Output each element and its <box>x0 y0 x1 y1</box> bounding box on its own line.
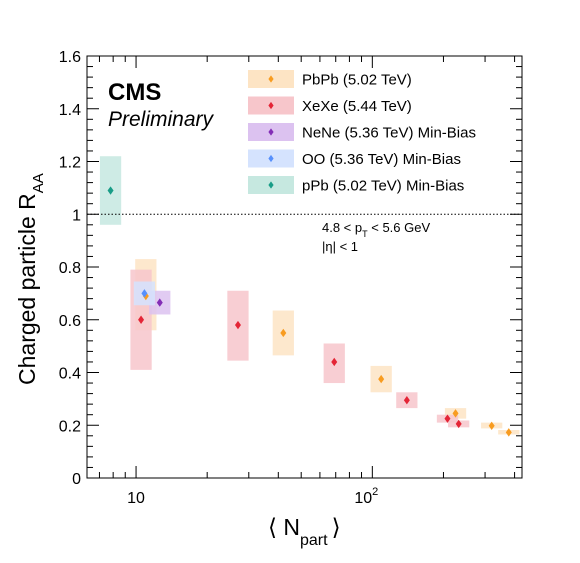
legend-marker-2 <box>268 128 274 136</box>
marker-s1-p0 <box>138 315 145 324</box>
y-axis-title: Charged particle RAA <box>14 173 47 385</box>
x-tick-label-1: 102 <box>354 486 378 507</box>
y-axis-title-main: Charged particle R <box>14 193 40 385</box>
y-tick-label-7: 1.4 <box>59 102 81 119</box>
legend-label-3: OO (5.36 TeV) Min-Bias <box>302 151 461 168</box>
marker-s3-p0 <box>141 289 148 298</box>
legend-label-0: PbPb (5.02 TeV) <box>302 72 412 89</box>
marker-s1-p4 <box>444 414 451 423</box>
tick-labels: 00.20.40.60.811.21.41.610 102 <box>59 49 379 507</box>
pt-annotation-rest: < 5.6 GeV <box>368 220 431 235</box>
x-axis-title-close: ⟩ <box>332 514 341 540</box>
pt-annotation-main: 4.8 < p <box>322 220 362 235</box>
y-tick-label-5: 1 <box>72 207 81 224</box>
marker-s0-p1 <box>280 328 287 338</box>
x-axis-title-sub: part <box>300 532 328 549</box>
marker-s4-p0 <box>107 186 114 195</box>
marker-s0-p2 <box>378 374 385 384</box>
x-axis-title-main: ⟨ N <box>268 514 300 540</box>
legend-label-2: NeNe (5.36 TeV) Min-Bias <box>302 125 476 142</box>
legend-marker-3 <box>268 154 274 163</box>
y-tick-label-8: 1.6 <box>59 49 81 66</box>
y-tick-label-4: 0.8 <box>59 260 81 277</box>
legend-label-4: pPb (5.02 TeV) Min-Bias <box>302 178 464 195</box>
legend-marker-0 <box>268 75 274 83</box>
x-tick-label-base: 10 <box>354 490 372 507</box>
experiment-label: CMS <box>108 79 161 106</box>
pt-annotation-sub: T <box>362 229 368 239</box>
kinematic-annotation-pt: 4.8 < pT < 5.6 GeV <box>322 220 430 239</box>
marker-s1-p5 <box>455 419 462 429</box>
marker-s0-p4 <box>488 421 495 430</box>
legend-marker-4 <box>268 181 274 189</box>
legend-marker-1 <box>268 101 274 110</box>
x-tick-label-exponent: 2 <box>372 486 378 498</box>
y-axis-title-sub: AA <box>30 173 47 193</box>
x-tick-label-base: 10 <box>127 490 145 507</box>
data-markers <box>107 186 512 437</box>
x-tick-label-0: 10 <box>127 490 145 507</box>
legend-label-1: XeXe (5.44 TeV) <box>302 98 412 115</box>
y-tick-label-2: 0.4 <box>59 366 81 383</box>
marker-s1-p2 <box>331 357 338 367</box>
y-tick-label-3: 0.6 <box>59 313 81 330</box>
marker-s2-p0 <box>156 298 163 307</box>
marker-s0-p5 <box>505 428 512 437</box>
legend: PbPb (5.02 TeV) XeXe (5.44 TeV) NeNe (5.36… <box>248 70 476 195</box>
kinematic-annotation-eta: |η| < 1 <box>322 239 358 254</box>
marker-s1-p3 <box>403 395 410 405</box>
y-tick-label-1: 0.2 <box>59 418 81 435</box>
x-axis-title: ⟨ Npart⟩ <box>268 514 341 549</box>
status-label: Preliminary <box>108 108 215 131</box>
y-tick-label-0: 0 <box>72 471 81 488</box>
systematic-boxes <box>99 156 520 435</box>
marker-s0-p3 <box>452 409 459 418</box>
axis-ticks <box>87 55 522 479</box>
y-tick-label-6: 1.2 <box>59 155 81 172</box>
marker-s1-p1 <box>234 320 241 330</box>
